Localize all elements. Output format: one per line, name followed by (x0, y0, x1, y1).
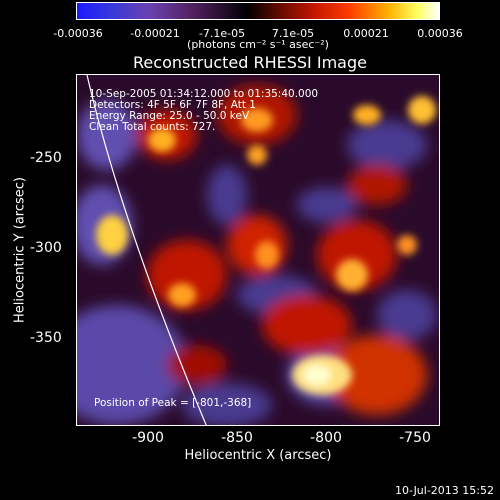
x-axis-label: Heliocentric X (arcsec) (184, 448, 332, 463)
plot-title: Reconstructed RHESSI Image (133, 53, 367, 72)
colorbar-tick: -0.00021 (130, 27, 180, 40)
y-tick-label: -300 (30, 240, 62, 256)
x-tick-label: -750 (399, 430, 431, 446)
rhessi-image (77, 75, 439, 425)
colorbar-tick: 0.00036 (417, 27, 463, 40)
clean-counts-info: Clean Total counts: 727. (89, 121, 216, 133)
energy-range-info: Energy Range: 25.0 - 50.0 keV (89, 110, 250, 122)
colorbar-tick: 0.00021 (343, 27, 389, 40)
y-tick-label: -350 (30, 330, 62, 346)
x-tick-label: -800 (310, 430, 342, 446)
x-tick-label: -850 (221, 430, 253, 446)
observation-time: 10-Sep-2005 01:34:12.000 to 01:35:40.000 (89, 88, 319, 100)
plot-timestamp: 10-Jul-2013 15:52 (394, 484, 494, 497)
peak-position: Position of Peak = [-801,-368] (94, 397, 252, 409)
detectors-info: Detectors: 4F 5F 6F 7F 8F, Att 1 (89, 99, 256, 111)
colorbar (76, 2, 440, 20)
rhessi-image-plot: 10-Sep-2005 01:34:12.000 to 01:35:40.000… (76, 74, 440, 426)
y-tick-label: -250 (30, 150, 62, 166)
colorbar-tick: -0.00036 (53, 27, 103, 40)
colorbar-unit-label: (photons cm⁻² s⁻¹ asec⁻²) (187, 38, 329, 51)
colorbar-tick: 7.1e-05 (271, 27, 315, 40)
x-tick-label: -900 (132, 430, 164, 446)
y-axis-label: Heliocentric Y (arcsec) (12, 177, 28, 323)
colorbar-tick: -7.1e-05 (198, 27, 246, 40)
